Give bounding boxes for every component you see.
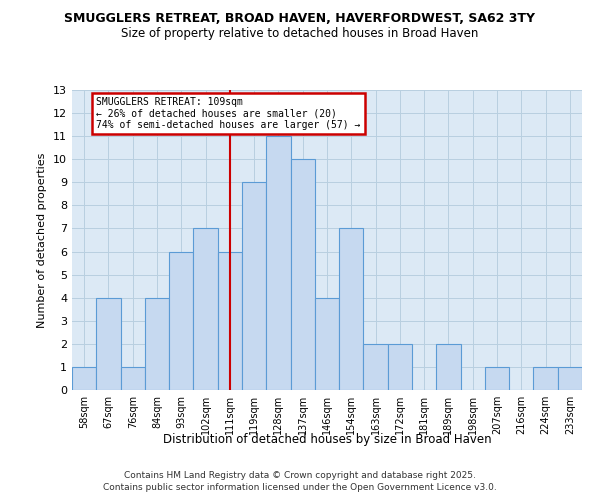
Bar	[218, 252, 242, 390]
Bar	[96, 298, 121, 390]
Bar	[242, 182, 266, 390]
Bar	[388, 344, 412, 390]
Text: SMUGGLERS RETREAT: 109sqm
← 26% of detached houses are smaller (20)
74% of semi-: SMUGGLERS RETREAT: 109sqm ← 26% of detac…	[96, 97, 361, 130]
Bar	[364, 344, 388, 390]
Text: Size of property relative to detached houses in Broad Haven: Size of property relative to detached ho…	[121, 28, 479, 40]
Text: Distribution of detached houses by size in Broad Haven: Distribution of detached houses by size …	[163, 432, 491, 446]
Bar	[315, 298, 339, 390]
Bar	[558, 367, 582, 390]
Bar	[485, 367, 509, 390]
Text: Contains public sector information licensed under the Open Government Licence v3: Contains public sector information licen…	[103, 484, 497, 492]
Bar	[533, 367, 558, 390]
Bar	[193, 228, 218, 390]
Bar	[72, 367, 96, 390]
Bar	[339, 228, 364, 390]
Bar	[169, 252, 193, 390]
Bar	[121, 367, 145, 390]
Text: Contains HM Land Registry data © Crown copyright and database right 2025.: Contains HM Land Registry data © Crown c…	[124, 471, 476, 480]
Y-axis label: Number of detached properties: Number of detached properties	[37, 152, 47, 328]
Text: SMUGGLERS RETREAT, BROAD HAVEN, HAVERFORDWEST, SA62 3TY: SMUGGLERS RETREAT, BROAD HAVEN, HAVERFOR…	[65, 12, 536, 26]
Bar	[266, 136, 290, 390]
Bar	[290, 159, 315, 390]
Bar	[436, 344, 461, 390]
Bar	[145, 298, 169, 390]
